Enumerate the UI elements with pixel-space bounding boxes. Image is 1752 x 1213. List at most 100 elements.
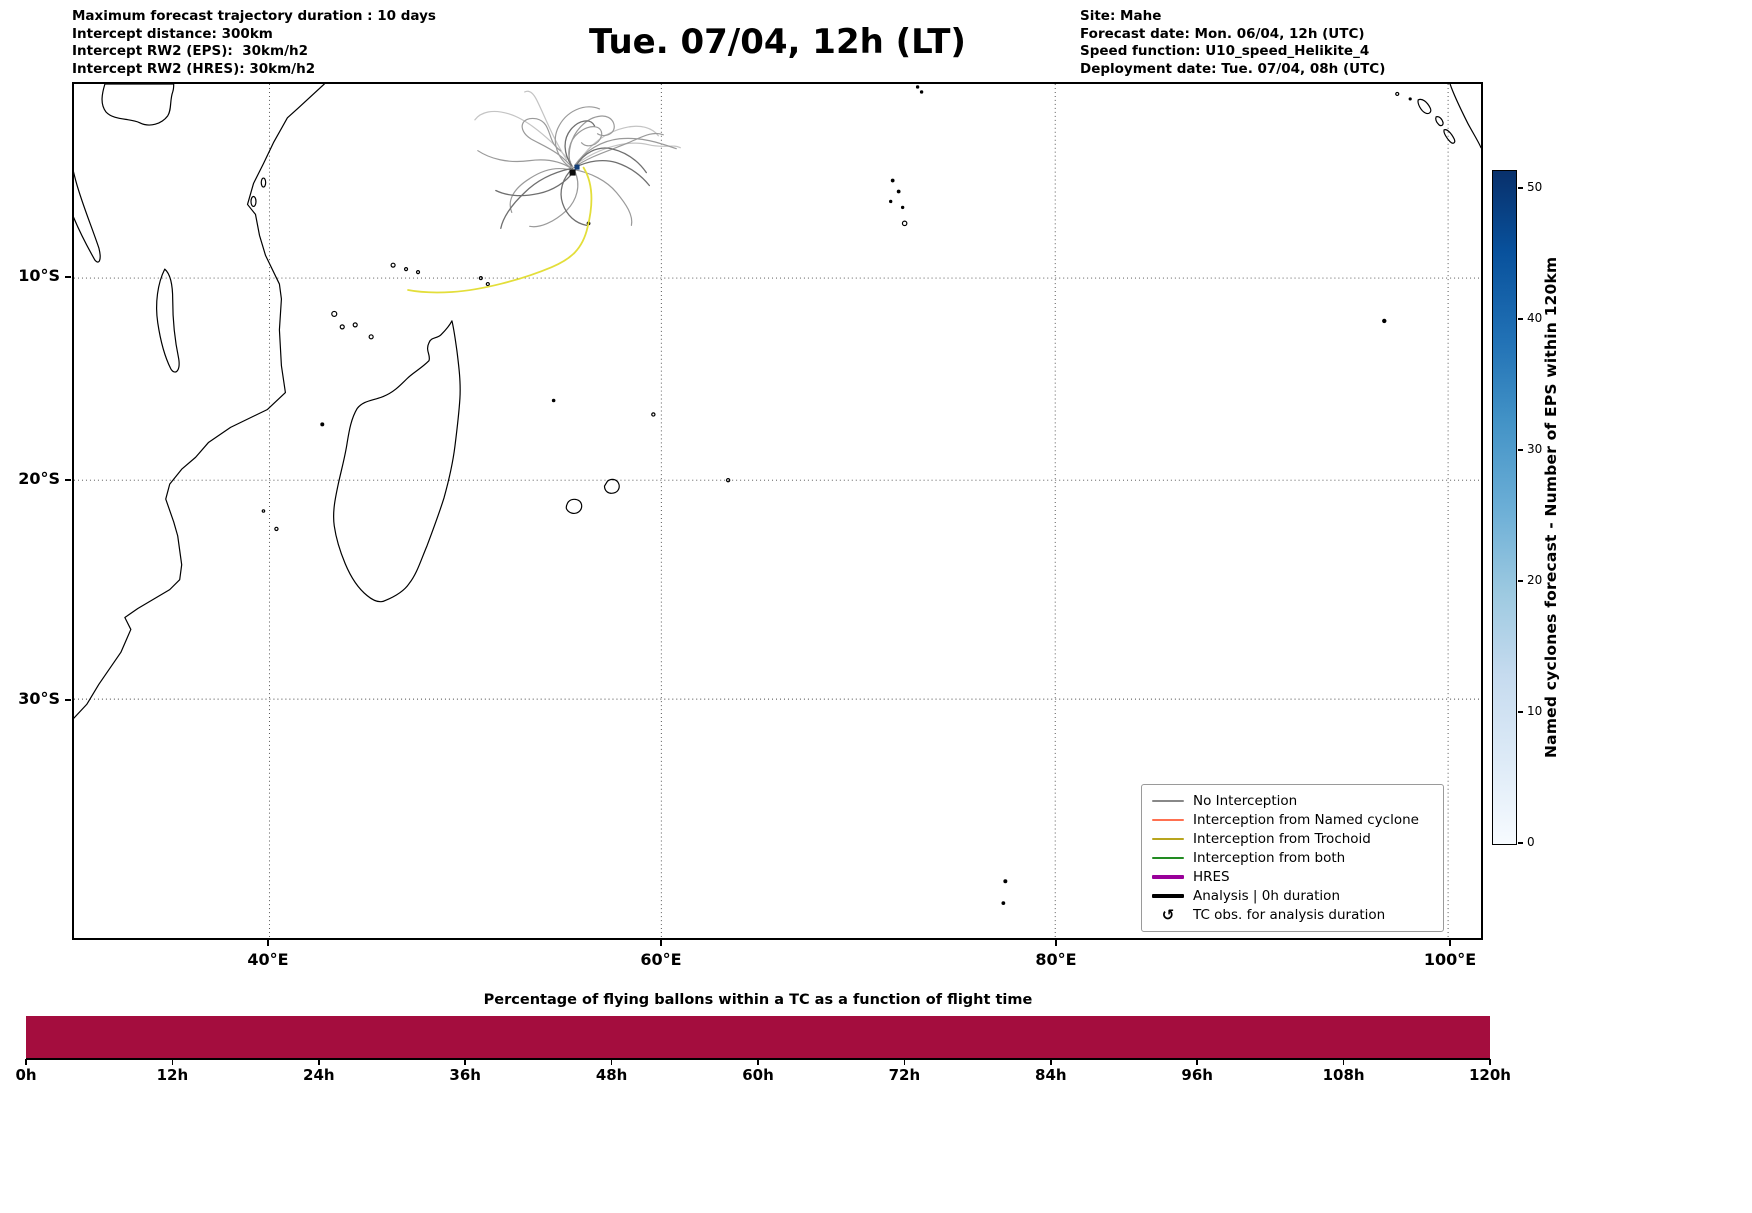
astove [415, 270, 421, 275]
diego-garcia [901, 220, 908, 227]
legend-item-label: HRES [1193, 869, 1230, 886]
bottom-tick-mark [757, 1059, 759, 1065]
legend-item: Interception from Trochoid [1152, 829, 1433, 848]
header-left: Maximum forecast trajectory duration : 1… [72, 8, 436, 78]
bottom-tick-label: 0h [15, 1066, 37, 1084]
mayotte [368, 334, 374, 340]
header-left-line: Maximum forecast trajectory duration : 1… [72, 8, 436, 24]
colorbar-label: Named cyclones forecast - Number of EPS … [1542, 256, 1560, 759]
bottom-tick-label: 120h [1469, 1066, 1511, 1084]
bottom-tick-mark [610, 1059, 613, 1065]
legend-line [1152, 894, 1184, 899]
legend-line [1152, 837, 1184, 840]
colorbar-tick-mark [1518, 449, 1523, 451]
x-tick-mark [1449, 940, 1451, 946]
juan-de-nova [320, 422, 325, 427]
x-tick-label: 80°E [1035, 950, 1077, 969]
no-interception-trajectories [495, 120, 651, 229]
moheli [339, 324, 345, 330]
legend-item: No Interception [1152, 791, 1433, 810]
bottom-tick-mark [25, 1059, 27, 1065]
bottom-tick-label: 84h [1035, 1066, 1067, 1084]
legend-line-sample [1152, 837, 1184, 840]
y-tick-mark [65, 479, 71, 481]
colorbar-tick-label: 20 [1527, 573, 1543, 587]
y-tick-label: 20°S [18, 469, 60, 488]
providence [478, 276, 483, 281]
legend-item-label: No Interception [1193, 792, 1298, 809]
lake-victoria [101, 84, 175, 126]
nias-island [1395, 91, 1400, 97]
header-left-line: Intercept RW2 (HRES): 30km/h2 [72, 60, 316, 77]
colorbar-tick-label: 30 [1527, 442, 1543, 456]
pagai-island [1443, 129, 1456, 144]
tromelin [551, 398, 556, 403]
bottom-tick-label: 60h [742, 1066, 774, 1084]
trajectories [407, 90, 681, 294]
bottom-tick-label: 12h [156, 1066, 189, 1084]
bottom-tick-label: 36h [449, 1066, 481, 1084]
sumatra-coastline [1449, 84, 1481, 149]
header-right-line: Deployment date: Tue. 07/04, 08h (UTC) [1080, 60, 1386, 77]
legend-item: Analysis | 0h duration [1152, 887, 1433, 906]
legend-item: ↺ TC obs. for analysis duration [1152, 906, 1433, 925]
colorbar-tick-label: 40 [1527, 311, 1543, 325]
bottom-chart-axis [26, 1058, 1490, 1060]
colorbar-tick-label: 50 [1527, 180, 1543, 194]
amsterdam-island [1003, 879, 1008, 884]
bottom-chart-bar [26, 1016, 1490, 1058]
legend-line-sample [1152, 875, 1184, 880]
sipura-island [1435, 116, 1444, 127]
coastlines [74, 84, 1481, 906]
lake-malawi [156, 268, 180, 373]
madagascar-coastline [333, 320, 461, 603]
lake-tanganyika [74, 171, 101, 263]
colorbar-tick-mark [1518, 318, 1523, 320]
legend-item: Interception from both [1152, 848, 1433, 867]
colorbar-tick-mark [1518, 842, 1523, 844]
legend-line [1152, 856, 1184, 859]
chagos-2 [896, 189, 901, 194]
colorbar-tick-label: 0 [1527, 835, 1535, 849]
trochoid-interception-trajectory [407, 166, 593, 294]
bottom-tick-mark [903, 1059, 906, 1065]
batu-island [1408, 97, 1412, 101]
x-tick-mark [267, 940, 269, 946]
x-tick-label: 100°E [1423, 950, 1477, 969]
bottom-tick-mark [318, 1059, 320, 1065]
mauritius-island [603, 478, 620, 494]
legend-line-sample [1152, 818, 1184, 821]
chagos-4 [900, 205, 905, 210]
y-tick-label: 10°S [18, 266, 60, 285]
legend-line-sample [1152, 894, 1184, 899]
zanzibar-island [250, 195, 257, 208]
no-interception-trajectories [474, 90, 681, 166]
bottom-tick-label: 96h [1181, 1066, 1213, 1084]
header-right-line: Speed function: U10_speed_Helikite_4 [1080, 43, 1370, 59]
legend-item-label: Interception from Named cyclone [1193, 811, 1419, 828]
legend-item-label: Interception from Trochoid [1193, 830, 1371, 847]
y-tick-mark [65, 276, 71, 278]
legend: No Interception Interception from Named c… [1141, 784, 1444, 932]
bottom-tick-label: 24h [303, 1066, 335, 1084]
legend-line [1152, 799, 1184, 802]
legend-line-sample [1152, 856, 1184, 859]
bottom-tick-label: 108h [1322, 1066, 1365, 1084]
cocos-islands [1382, 318, 1387, 324]
bottom-tick-mark [1196, 1059, 1198, 1065]
reunion-island [565, 498, 583, 515]
legend-item: Interception from Named cyclone [1152, 810, 1433, 829]
legend-line [1152, 818, 1184, 821]
y-tick-mark [65, 699, 71, 701]
bottom-tick-label: 48h [595, 1066, 628, 1084]
colorbar-tick-mark [1518, 187, 1523, 189]
legend-item: HRES [1152, 868, 1433, 887]
legend-item-label: Interception from both [1193, 849, 1346, 866]
cosmoledo [403, 267, 409, 272]
eps-count-marker [574, 164, 580, 170]
europa-island [274, 526, 279, 532]
st-brandon [651, 412, 656, 417]
x-tick-label: 40°E [247, 950, 289, 969]
st-paul-island [1001, 901, 1006, 906]
bottom-chart-title: Percentage of flying ballons within a TC… [483, 992, 1033, 1008]
